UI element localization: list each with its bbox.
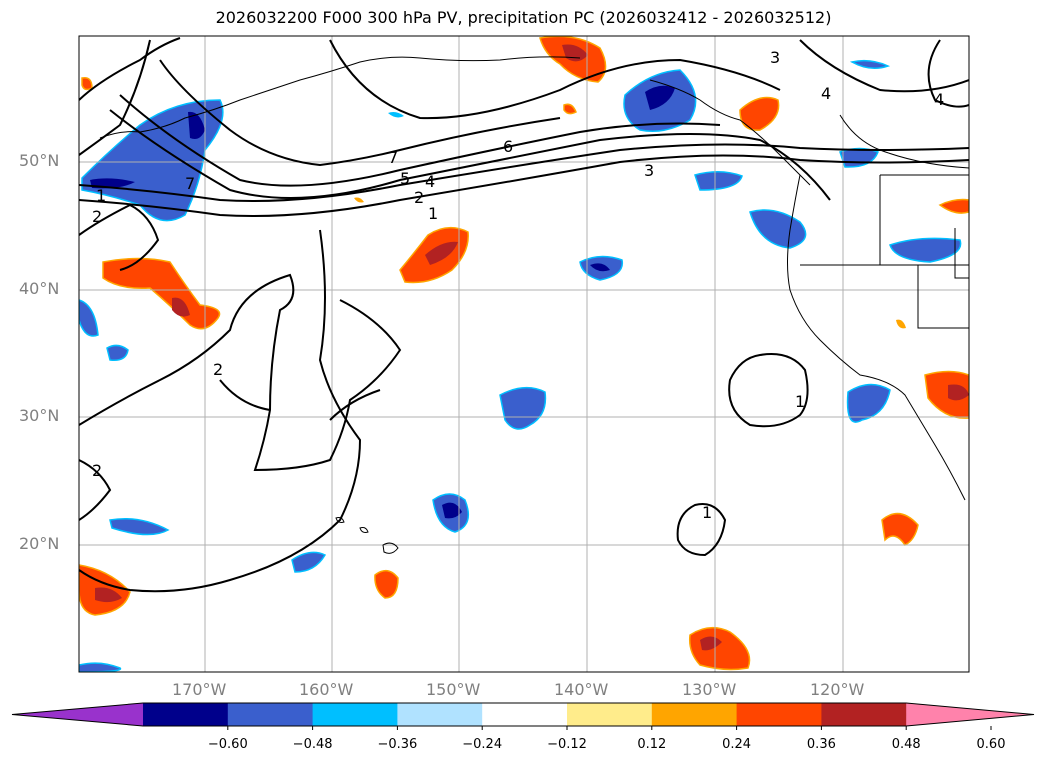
colorbar-tick-label: 0.36 (806, 737, 836, 752)
contour-label: 5 (400, 169, 411, 188)
contour-label: 3 (644, 161, 655, 180)
contour-label: 4 (425, 172, 436, 191)
colorbar-tick-label: −0.24 (462, 737, 503, 752)
colorbar-tick-label: 0.60 (976, 737, 1006, 752)
colorbar-tick-label: −0.60 (207, 737, 248, 752)
lat-label: 20°N (19, 534, 60, 553)
lon-label: 130°W (682, 680, 737, 699)
lat-label: 50°N (19, 151, 60, 170)
colorbar-segment (143, 703, 229, 726)
contour-label: 6 (503, 137, 514, 156)
precip-negative-areas (79, 59, 962, 672)
colorbar-segment (736, 703, 822, 726)
lon-label: 140°W (554, 680, 609, 699)
colorbar-tick-label: −0.36 (377, 737, 418, 752)
pv-contours (79, 37, 969, 593)
contour-label: 4 (934, 90, 945, 109)
plot-frame (78, 35, 970, 673)
colorbar-segment (482, 703, 568, 726)
lon-label: 120°W (810, 680, 865, 699)
colorbar-tick-label: 0.24 (722, 737, 752, 752)
colorbar-segment (821, 703, 907, 726)
colorbar-extend-low (12, 703, 143, 726)
contour-label: 2 (92, 461, 103, 480)
colorbar-tick-label: 0.12 (637, 737, 667, 752)
coastlines (99, 56, 969, 501)
contour-label: 4 (821, 84, 832, 103)
contour-label: 3 (770, 48, 781, 67)
colorbar-outline (11, 702, 1035, 727)
colorbar (11, 702, 1035, 730)
colorbar-extend-high (906, 703, 1034, 726)
contour-label: 7 (388, 148, 399, 167)
contour-label: 2 (213, 360, 224, 379)
colorbar-segment (312, 703, 398, 726)
lon-label: 170°W (172, 680, 227, 699)
contour-label: 7 (185, 174, 196, 193)
contour-label: 2 (92, 207, 103, 226)
lat-label: 40°N (19, 279, 60, 298)
map-title: 2026032200 F000 300 hPa PV, precipitatio… (215, 8, 832, 27)
colorbar-segment (567, 703, 653, 726)
contour-label: 1 (96, 186, 107, 205)
colorbar-tick-label: −0.12 (547, 737, 587, 752)
contour-label: 1 (702, 503, 713, 522)
lon-label: 160°W (299, 680, 354, 699)
colorbar-segment (651, 703, 738, 726)
hawaii-islands (335, 517, 399, 554)
contour-label: 1 (428, 204, 439, 223)
map-plot-area (79, 36, 969, 672)
colorbar-segment (227, 703, 314, 726)
contour-label: 1 (795, 392, 806, 411)
lat-label: 30°N (19, 406, 60, 425)
contour-label: 2 (414, 188, 425, 207)
colorbar-tick-label: 0.48 (891, 737, 921, 752)
colorbar-tick-label: −0.48 (292, 737, 333, 752)
lon-label: 150°W (426, 680, 481, 699)
colorbar-segment (397, 703, 483, 726)
